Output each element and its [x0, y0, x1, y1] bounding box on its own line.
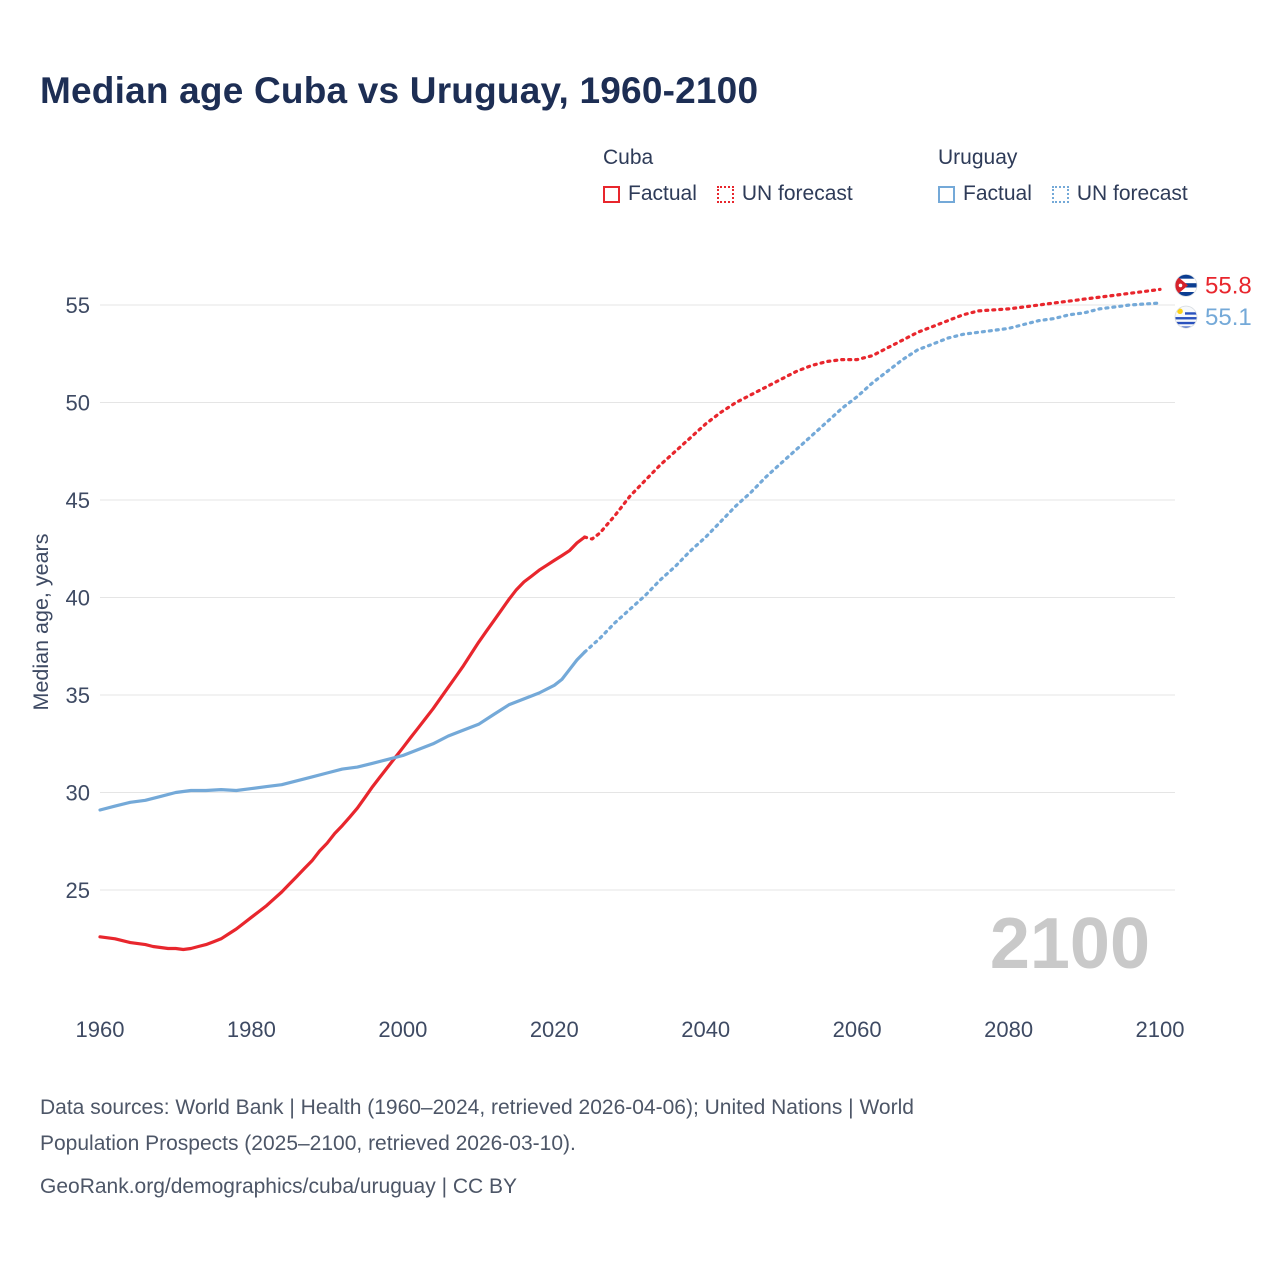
svg-text:30: 30	[66, 781, 90, 806]
watermark-year: 2100	[990, 904, 1150, 984]
end-labels: 55.8 55.1	[1174, 272, 1252, 331]
uruguay-factual-swatch-icon	[938, 185, 955, 203]
svg-text:40: 40	[66, 586, 90, 611]
svg-text:2060: 2060	[833, 1017, 882, 1042]
cuba-forecast-swatch-icon	[716, 185, 734, 203]
y-axis-title: Median age, years	[29, 534, 53, 711]
legend-items-uruguay: Factual UN forecast	[938, 182, 1188, 206]
end-value-label-cuba: 55.8	[1205, 272, 1252, 299]
svg-text:2000: 2000	[378, 1017, 427, 1042]
legend-items-cuba: Factual UN forecast	[603, 182, 853, 206]
median-age-line-chart: 2100 1960 1980 2000 2020 2040 2060 2080 2100 25 30…	[29, 272, 1252, 1042]
legend-item-uruguay-forecast: UN forecast	[1051, 182, 1188, 206]
legend-item-uruguay-factual: Factual	[938, 182, 1032, 206]
series-cuba-un-forecast	[583, 287, 1162, 541]
svg-text:2100: 2100	[1136, 1017, 1185, 1042]
series-cuba-factual	[98, 535, 587, 952]
legend-label: UN forecast	[1076, 182, 1188, 205]
y-axis-labels: 25 30 35 40 45 50 55	[66, 293, 90, 903]
cuba-flag-icon	[1174, 274, 1198, 297]
legend-label: UN forecast	[741, 182, 853, 205]
data-sources-line: Data sources: World Bank | Health (1960–…	[40, 1096, 914, 1119]
data-sources-line: Population Prospects (2025–2100, retriev…	[40, 1131, 576, 1155]
x-axis-labels: 1960 1980 2000 2020 2040 2060 2080 2100	[76, 1017, 1185, 1042]
svg-text:2020: 2020	[530, 1017, 579, 1042]
legend-label: Factual	[628, 182, 697, 205]
svg-text:50: 50	[66, 391, 90, 416]
legend-item-cuba-forecast: UN forecast	[716, 182, 853, 206]
svg-text:1980: 1980	[227, 1017, 276, 1042]
legend-item-cuba-factual: Factual	[603, 182, 697, 206]
attribution-line: GeoRank.org/demographics/cuba/uruguay | …	[40, 1175, 518, 1199]
svg-text:2080: 2080	[984, 1017, 1033, 1042]
legend-header-cuba: Cuba	[603, 146, 654, 169]
end-value-label-uruguay: 55.1	[1205, 304, 1252, 331]
svg-text:25: 25	[66, 878, 90, 903]
legend-group-uruguay: Uruguay Factual UN forecast	[938, 146, 1188, 206]
svg-text:35: 35	[66, 683, 90, 708]
page-title: Median age Cuba vs Uruguay, 1960-2100	[40, 70, 759, 111]
svg-text:2040: 2040	[681, 1017, 730, 1042]
legend-group-cuba: Cuba Factual UN forecast	[603, 146, 853, 206]
footer: Data sources: World Bank | Health (1960–…	[40, 1090, 1200, 1205]
series-uruguay-un-forecast	[583, 301, 1162, 654]
uruguay-flag-icon	[1174, 305, 1198, 329]
legend-label: Factual	[963, 182, 1032, 205]
svg-text:1960: 1960	[76, 1017, 125, 1042]
series-uruguay-factual	[98, 650, 587, 812]
gridlines	[100, 304, 1175, 891]
svg-text:45: 45	[66, 488, 90, 513]
svg-text:55: 55	[66, 293, 90, 318]
legend-header-uruguay: Uruguay	[938, 146, 1018, 169]
cuba-factual-swatch-icon	[603, 185, 620, 203]
uruguay-forecast-swatch-icon	[1051, 185, 1069, 203]
